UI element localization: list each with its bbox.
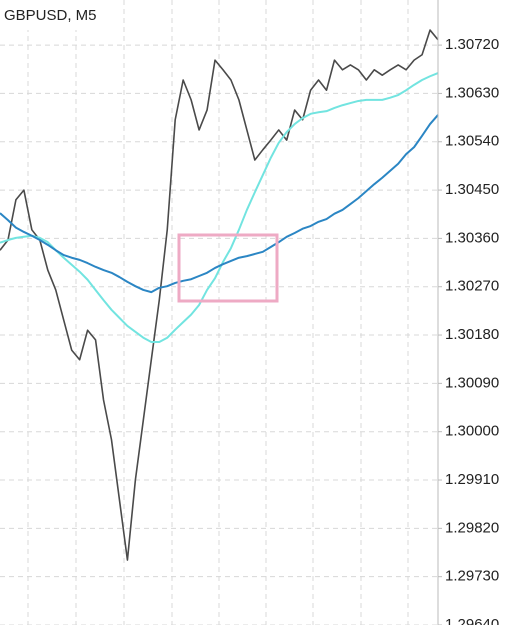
moving-average (0, 72, 439, 344)
horizontal-grid (0, 44, 438, 625)
y-tick-label: 1.29730 (445, 568, 499, 585)
moving-average (0, 114, 439, 294)
y-tick-label: 1.29820 (445, 519, 499, 536)
title-bg (0, 0, 112, 30)
y-tick-label: 1.30180 (445, 326, 499, 343)
price-line (0, 29, 439, 561)
chart-title: GBPUSD, M5 (4, 7, 97, 24)
y-tick-label: 1.29910 (445, 471, 499, 488)
y-tick-label: 1.30450 (445, 181, 499, 198)
y-tick-label: 1.30090 (445, 374, 499, 391)
y-tick-label: 1.29640 (445, 616, 499, 625)
y-tick-label: 1.30360 (445, 229, 499, 246)
y-tick-label: 1.30000 (445, 423, 499, 440)
y-tick-label: 1.30540 (445, 133, 499, 150)
y-tick-label: 1.30270 (445, 278, 499, 295)
plot (0, 29, 439, 561)
highlight-box (177, 233, 279, 303)
y-tick-label: 1.30720 (445, 36, 499, 53)
y-tick-label: 1.30630 (445, 84, 499, 101)
